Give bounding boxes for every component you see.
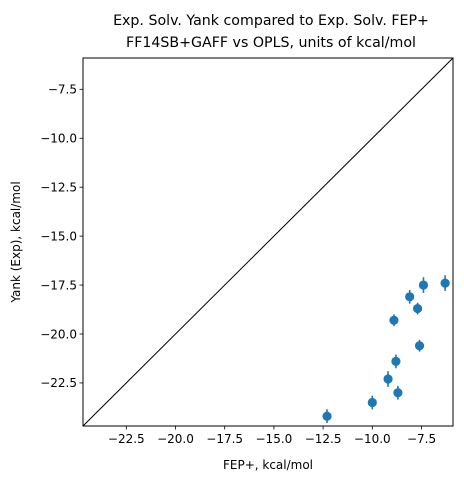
x-axis-ticks: −22.5 −20.0 −17.5 −15.0 −12.5 −10.0 −7.5 — [108, 426, 436, 446]
data-point-3 — [393, 388, 403, 398]
y-tick-label-2: −17.5 — [40, 278, 77, 292]
data-point-1 — [367, 397, 377, 408]
data-point-9 — [418, 280, 429, 290]
data-point-8 — [414, 341, 425, 351]
y-axis-label: Yank (Exp), kcal/mol — [9, 181, 23, 303]
data-point-0 — [322, 411, 332, 421]
x-tick-label-1: −20.0 — [157, 432, 194, 446]
x-tick-label-0: −22.5 — [108, 432, 145, 446]
x-axis-label: FEP+, kcal/mol — [223, 458, 313, 472]
y-tick-label-1: −20.0 — [40, 327, 77, 341]
x-tick-label-3: −15.0 — [256, 432, 293, 446]
y-axis-ticks: −22.5 −20.0 −17.5 −15.0 −12.5 −10.0 −7.5 — [40, 83, 83, 390]
identity-line — [82, 57, 454, 427]
y-tick-label-6: −7.5 — [48, 83, 77, 97]
x-tick-label-2: −17.5 — [206, 432, 243, 446]
chart-title-line-1: Exp. Solv. Yank compared to Exp. Solv. F… — [113, 13, 429, 29]
x-tick-label-5: −10.0 — [354, 432, 391, 446]
y-tick-label-4: −12.5 — [40, 180, 77, 194]
plot-area — [82, 57, 454, 427]
data-point-4 — [391, 356, 401, 367]
data-point-7 — [412, 303, 423, 314]
y-tick-label-3: −15.0 — [40, 229, 77, 243]
y-tick-label-0: −22.5 — [40, 376, 77, 390]
chart-title-line-2: FF14SB+GAFF vs OPLS, units of kcal/mol — [126, 35, 416, 51]
y-tick-label-5: −10.0 — [40, 132, 77, 146]
plot-frame — [82, 57, 454, 427]
data-point-6 — [405, 292, 415, 302]
x-tick-label-4: −12.5 — [305, 432, 342, 446]
data-point-10 — [440, 278, 450, 288]
x-tick-label-6: −7.5 — [407, 432, 436, 446]
data-point-5 — [389, 315, 399, 325]
data-point-2 — [383, 374, 393, 384]
